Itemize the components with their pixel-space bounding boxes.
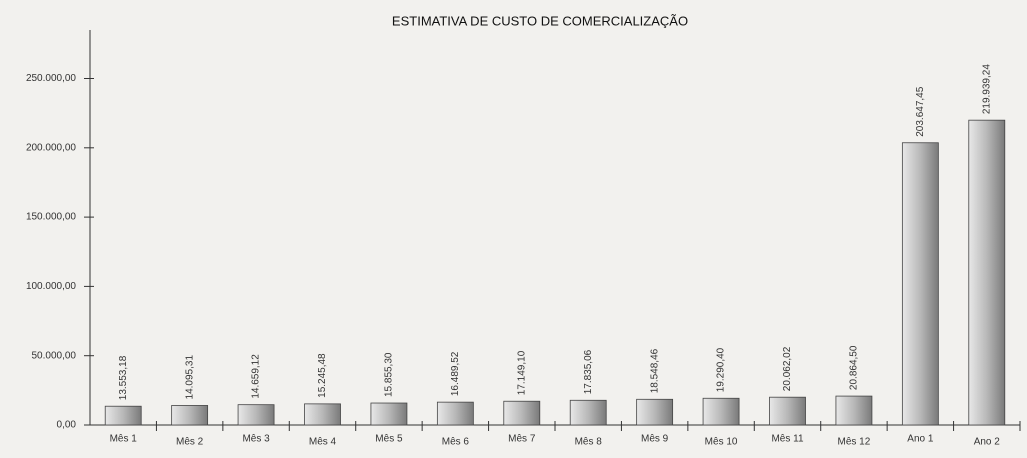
value-label: 16.489,52 xyxy=(450,351,461,396)
value-label: 15.245,48 xyxy=(317,353,328,398)
x-tick-label: Mês 3 xyxy=(242,434,270,445)
x-tick-label: Mês 1 xyxy=(110,434,138,445)
value-label: 14.659,12 xyxy=(251,354,262,399)
value-label: 20.062,02 xyxy=(782,346,793,391)
x-tick-label: Mês 11 xyxy=(771,434,803,445)
bar xyxy=(835,395,873,426)
bar xyxy=(769,396,806,426)
x-tick-label: Mês 5 xyxy=(375,434,403,445)
bar xyxy=(436,401,474,426)
value-label: 17.835,06 xyxy=(583,349,594,394)
value-label: 17.149,10 xyxy=(516,350,527,395)
x-tick-label: Mês 9 xyxy=(641,434,669,445)
bar xyxy=(171,405,209,426)
y-tick-label: 200.000,00 xyxy=(26,142,76,153)
bar xyxy=(104,405,142,426)
value-label: 13.553,18 xyxy=(118,355,129,400)
x-tick-label: Ano 1 xyxy=(907,434,934,445)
y-tick-label: 50.000,00 xyxy=(32,350,77,361)
x-tick-label: Mês 2 xyxy=(176,437,204,448)
x-tick-label: Mês 10 xyxy=(705,437,738,448)
bar xyxy=(901,142,939,426)
y-tick-label: 100.000,00 xyxy=(26,281,76,292)
bar xyxy=(702,397,740,426)
chart-title: ESTIMATIVA DE CUSTO DE COMERCIALIZAÇÃO xyxy=(392,13,688,28)
x-tick-label: Mês 7 xyxy=(508,434,536,445)
y-tick-label: 250.000,00 xyxy=(26,73,76,84)
bar xyxy=(636,398,674,426)
bar xyxy=(968,119,1006,426)
value-label: 18.548,46 xyxy=(649,348,660,393)
x-tick-label: Mês 6 xyxy=(442,437,470,448)
bar xyxy=(304,403,341,426)
x-tick-label: Ano 2 xyxy=(974,437,1001,448)
x-tick-label: Mês 4 xyxy=(309,437,337,448)
x-tick-label: Mês 12 xyxy=(838,437,871,448)
y-tick-label: 150.000,00 xyxy=(26,212,76,223)
bar xyxy=(237,404,275,426)
x-tick-label: Mês 8 xyxy=(575,437,603,448)
value-label: 19.290,40 xyxy=(716,347,727,392)
bar xyxy=(503,400,541,426)
value-label: 20.864,50 xyxy=(849,345,860,390)
bar xyxy=(569,399,607,426)
value-label: 219.939,24 xyxy=(981,64,992,114)
value-label: 15.855,30 xyxy=(384,352,395,397)
bar xyxy=(370,402,408,426)
value-label: 14.095,31 xyxy=(184,355,195,400)
value-label: 203.647,45 xyxy=(915,86,926,136)
y-tick-label: 0,00 xyxy=(57,420,77,431)
